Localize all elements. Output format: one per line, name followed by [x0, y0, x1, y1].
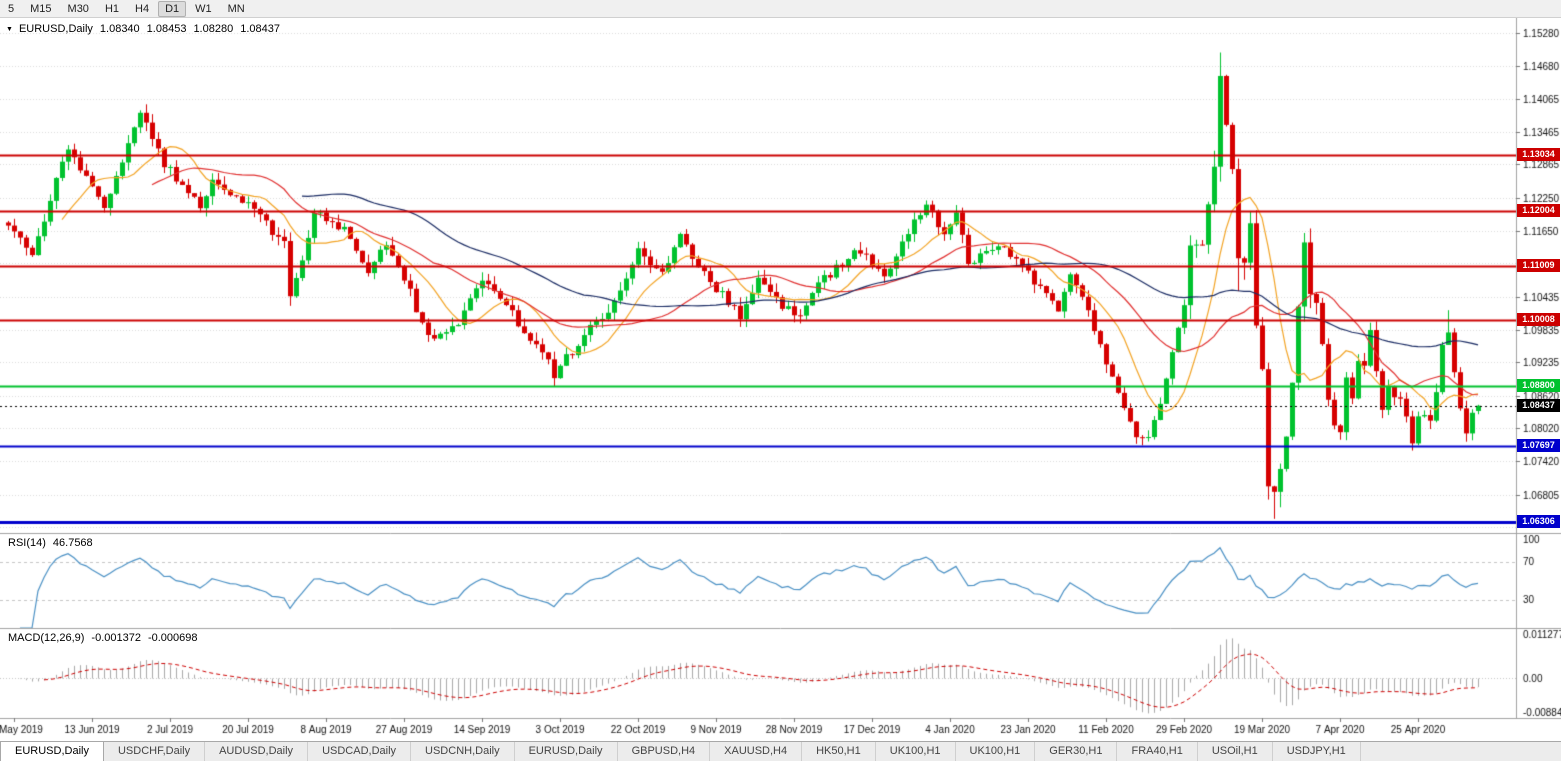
rsi-value: 46.7568: [52, 537, 93, 549]
chart-tab-audusd-daily[interactable]: AUDUSD,Daily: [205, 742, 309, 761]
chart-dropdown-icon[interactable]: ▼: [6, 25, 13, 33]
chart-tab-xauusd-h4[interactable]: XAUUSD,H4: [710, 742, 803, 761]
macd-indicator-label: MACD(12,26,9) -0.001372 -0.000698: [8, 632, 198, 644]
timeframe-button-mn[interactable]: MN: [227, 2, 245, 15]
chart-title: ▼ EURUSD,Daily 1.08340 1.08453 1.08280 1…: [6, 23, 280, 35]
timeframe-button-h4[interactable]: H4: [135, 2, 150, 15]
chart-tab-hk50-h1[interactable]: HK50,H1: [802, 742, 876, 761]
chart-tab-gbpusd-h4[interactable]: GBPUSD,H4: [618, 742, 711, 761]
ohlc-close: 1.08437: [240, 23, 280, 35]
chart-tab-uk100-h1[interactable]: UK100,H1: [876, 742, 956, 761]
resistance-line-1-13034-tag[interactable]: 1.13034: [1517, 148, 1560, 161]
resistance-line-1-11009-tag[interactable]: 1.11009: [1517, 259, 1560, 272]
current-price-line-tag[interactable]: 1.08437: [1517, 399, 1560, 412]
timeframe-buttons: 5 M15 M30 H1 H4 D1 W1 MN: [1, 0, 252, 17]
chart-tab-eurusd-daily[interactable]: EURUSD,Daily: [515, 742, 618, 761]
timeframe-button-d1[interactable]: D1: [158, 0, 187, 17]
chart-tab-usdcnh-daily[interactable]: USDCNH,Daily: [411, 742, 515, 761]
macd-signal-value: -0.000698: [147, 632, 198, 644]
rsi-name: RSI(14): [8, 537, 46, 549]
support-line-1-07697-tag[interactable]: 1.07697: [1517, 439, 1560, 452]
chart-tab-uk100-h1[interactable]: UK100,H1: [956, 742, 1036, 761]
resistance-line-1-12004-tag[interactable]: 1.12004: [1517, 204, 1560, 217]
chart-tab-bar: EURUSD,Daily USDCHF,Daily AUDUSD,Daily USDC…: [0, 741, 1561, 761]
timeframe-button-h1[interactable]: H1: [104, 2, 119, 15]
timeframe-button-w1[interactable]: W1: [195, 2, 212, 15]
chart-tab-eurusd-daily[interactable]: EURUSD,Daily: [0, 742, 104, 761]
chart-tab-usoil-h1[interactable]: USOil,H1: [1198, 742, 1273, 761]
rsi-indicator-label: RSI(14) 46.7568: [8, 537, 93, 549]
timeframe-button-5[interactable]: 5: [8, 2, 15, 15]
support-line-1-08800-tag[interactable]: 1.08800: [1517, 379, 1560, 392]
timeframe-toolbar: 5 M15 M30 H1 H4 D1 W1 MN: [0, 0, 1561, 18]
resistance-line-1-10008-tag[interactable]: 1.10008: [1517, 313, 1560, 326]
chart-tab-usdchf-daily[interactable]: USDCHF,Daily: [104, 742, 206, 761]
chart-tab-fra40-h1[interactable]: FRA40,H1: [1117, 742, 1198, 761]
chart-symbol: EURUSD,Daily: [18, 23, 93, 35]
macd-name: MACD(12,26,9): [8, 632, 85, 644]
chart-area: ▼ EURUSD,Daily 1.08340 1.08453 1.08280 1…: [0, 18, 1561, 741]
macd-main-value: -0.001372: [91, 632, 141, 644]
ohlc-high: 1.08453: [146, 23, 187, 35]
ohlc-open: 1.08340: [99, 23, 140, 35]
price-chart-canvas[interactable]: [0, 18, 1561, 741]
chart-tab-usdjpy-h1[interactable]: USDJPY,H1: [1273, 742, 1361, 761]
chart-tab-ger30-h1[interactable]: GER30,H1: [1035, 742, 1118, 761]
timeframe-button-m30[interactable]: M30: [67, 2, 89, 15]
ohlc-low: 1.08280: [193, 23, 234, 35]
timeframe-button-m15[interactable]: M15: [30, 2, 52, 15]
chart-tab-usdcad-daily[interactable]: USDCAD,Daily: [308, 742, 412, 761]
support-line-1-06306-tag[interactable]: 1.06306: [1517, 515, 1560, 528]
